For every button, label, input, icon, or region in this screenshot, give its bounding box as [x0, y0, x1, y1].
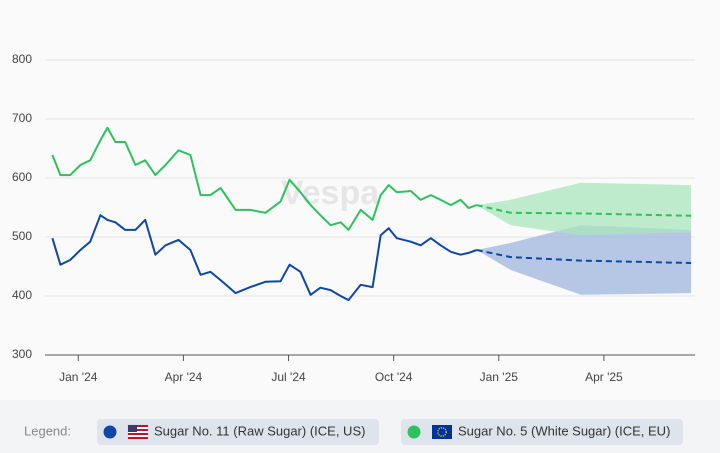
legend-entry: Sugar No. 5 (White Sugar) (ICE, EU): [458, 423, 670, 438]
y-tick-label: 800: [12, 52, 32, 66]
y-tick-label: 500: [12, 229, 32, 243]
forecast-line: [476, 249, 692, 264]
plot-area: 300 400 500 600 700 800 Jan '24 Apr '24 Jul '24 O…: [12, 52, 695, 384]
watermark: Vespa: [281, 174, 380, 212]
legend-dot: [407, 425, 421, 439]
x-tick-label: Jul '24: [271, 370, 306, 384]
x-tick-label: Jan '24: [59, 370, 98, 384]
x-tick-label: Jan '25: [480, 370, 519, 384]
y-tick-label: 300: [12, 347, 32, 361]
legend-entry: Sugar No. 11 (Raw Sugar) (ICE, US): [154, 423, 365, 438]
x-tick-label: Apr '25: [585, 370, 623, 384]
y-tick-label: 600: [12, 170, 32, 184]
legend-pill[interactable]: [97, 419, 379, 445]
series-line: [51, 126, 478, 231]
legend-label: Legend:: [24, 423, 71, 438]
legend-pill[interactable]: [401, 419, 683, 445]
us-flag: [127, 424, 149, 440]
legend-dot: [103, 425, 117, 439]
legend-item[interactable]: Sugar No. 11 (Raw Sugar) (ICE, US): [97, 419, 379, 445]
forecast-line: [476, 204, 692, 217]
forecast-band: [476, 225, 692, 295]
eu-flag: [432, 425, 452, 439]
series-line: [51, 214, 478, 302]
y-tick-label: 700: [12, 111, 32, 125]
forecast-band: [476, 182, 692, 236]
x-tick-label: Apr '24: [165, 370, 203, 384]
y-tick-label: 400: [12, 288, 32, 302]
legend-item[interactable]: Sugar No. 5 (White Sugar) (ICE, EU): [401, 419, 683, 445]
x-tick-label: Oct '24: [375, 370, 413, 384]
